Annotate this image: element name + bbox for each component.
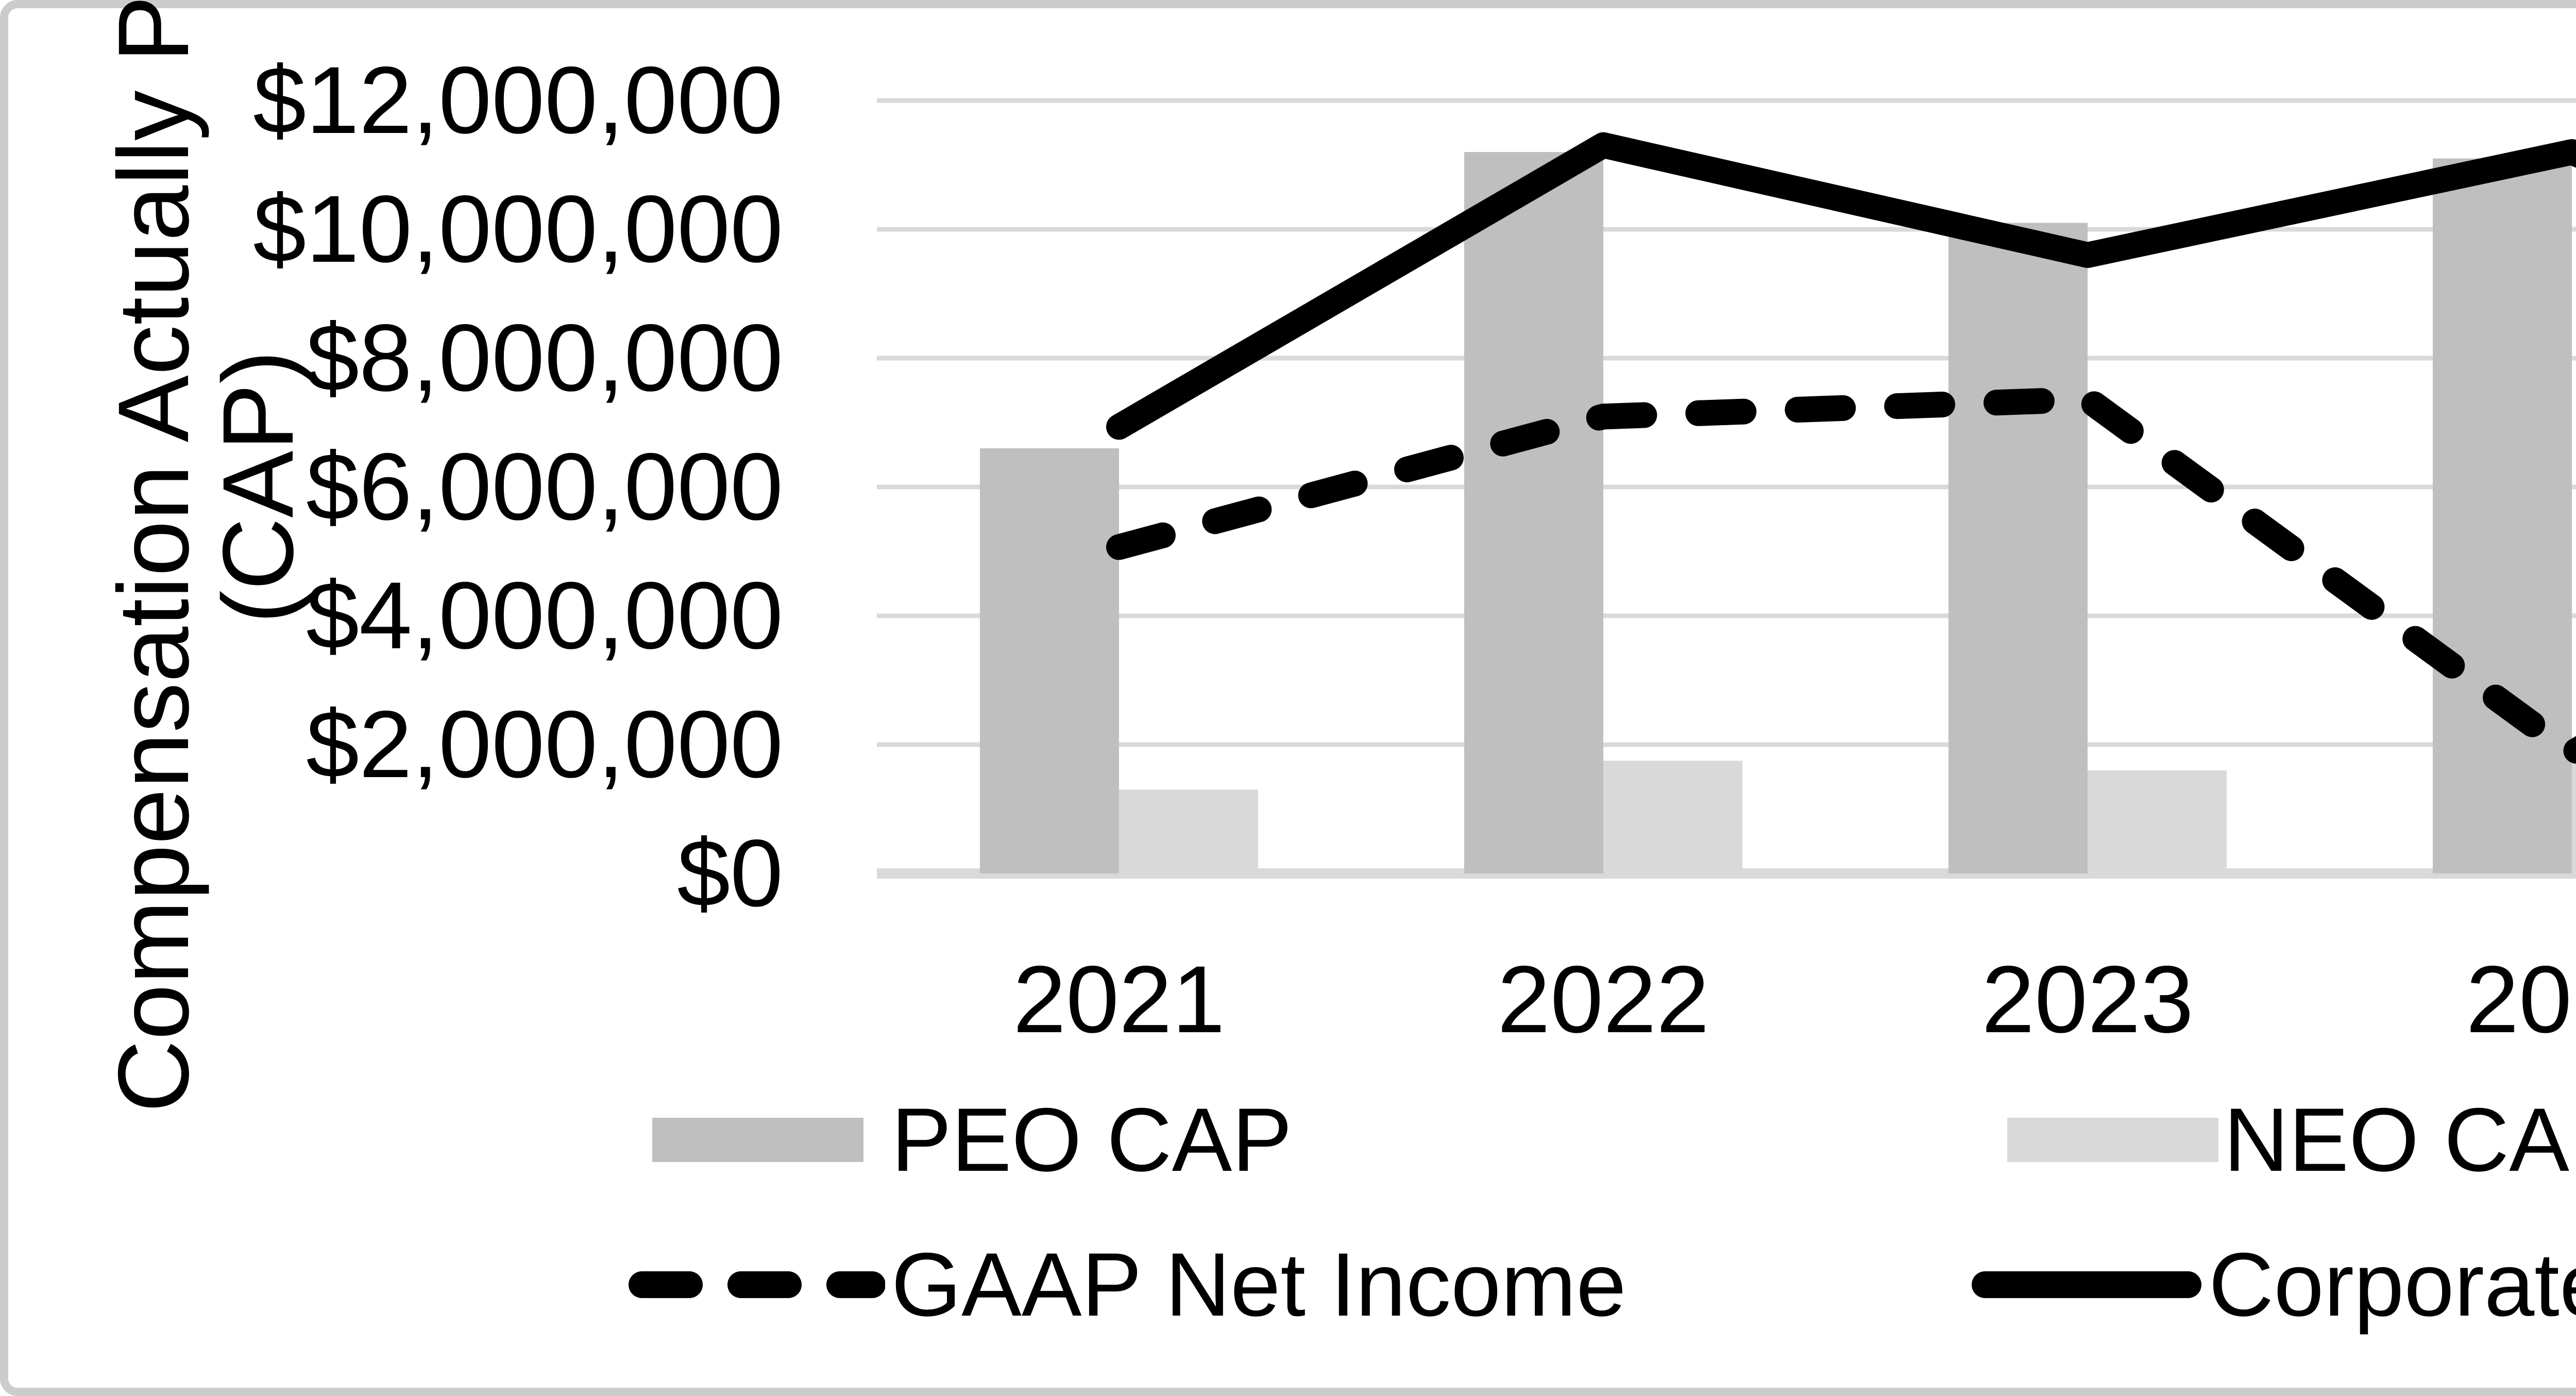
line-gaap-net-income xyxy=(1106,386,2576,766)
left-axis-tick: $12,000,000 xyxy=(253,47,783,154)
x-axis-label-2023: 2023 xyxy=(1981,947,2194,1053)
left-axis-tick: $6,000,000 xyxy=(306,434,783,540)
bar-neo-cap-2022 xyxy=(1603,761,1742,873)
left-axis-tick: $10,000,000 xyxy=(253,176,783,282)
legend-item-corporate-operating-income: Corporate Operating Income xyxy=(1971,1240,2576,1330)
bar-peo-cap-2022 xyxy=(1464,152,1603,873)
legend-swatch-neo-cap xyxy=(2007,1118,2218,1162)
bar-peo-cap-2021 xyxy=(980,448,1119,873)
legend-item-peo-cap: PEO CAP xyxy=(652,1095,1292,1185)
bar-neo-cap-2023 xyxy=(2088,770,2227,873)
legend-label-neo-cap: NEO CAP xyxy=(2224,1089,2576,1190)
left-axis-title-line1: Compensation Actually Paid xyxy=(97,0,210,1113)
left-axis-tick: $0 xyxy=(677,820,783,927)
bar-peo-cap-2024 xyxy=(2433,158,2572,873)
bar-peo-cap-2023 xyxy=(1948,223,2088,873)
legend-label-peo-cap: PEO CAP xyxy=(891,1089,1293,1190)
x-axis-label-2021: 2021 xyxy=(1013,947,1225,1053)
left-axis-tick: $4,000,000 xyxy=(306,563,783,669)
line-corporate-operating-income xyxy=(1106,132,2576,440)
legend-swatch-dashed-line xyxy=(629,1271,885,1298)
left-axis-tick: $2,000,000 xyxy=(306,692,783,798)
x-axis-label-2022: 2022 xyxy=(1497,947,1709,1053)
left-axis-title-line2: (CAP) xyxy=(202,350,314,624)
legend-item-neo-cap: NEO CAP xyxy=(2007,1095,2576,1185)
x-axis-label-2024: 2024 xyxy=(2466,947,2576,1053)
legend-item-gaap-net-income: GAAP Net Income xyxy=(628,1240,1626,1330)
legend-label-corporate-operating-income: Corporate Operating Income xyxy=(2209,1234,2576,1335)
legend-label-gaap-net-income: GAAP Net Income xyxy=(891,1234,1626,1335)
legend-swatch-peo-cap xyxy=(652,1118,863,1162)
left-axis-tick: $8,000,000 xyxy=(306,305,783,411)
legend-swatch-solid-line xyxy=(1972,1271,2201,1298)
bar-neo-cap-2024 xyxy=(2572,738,2576,873)
left-axis-title: Compensation Actually Paid (CAP) xyxy=(72,0,340,1113)
bar-neo-cap-2021 xyxy=(1119,789,1258,873)
